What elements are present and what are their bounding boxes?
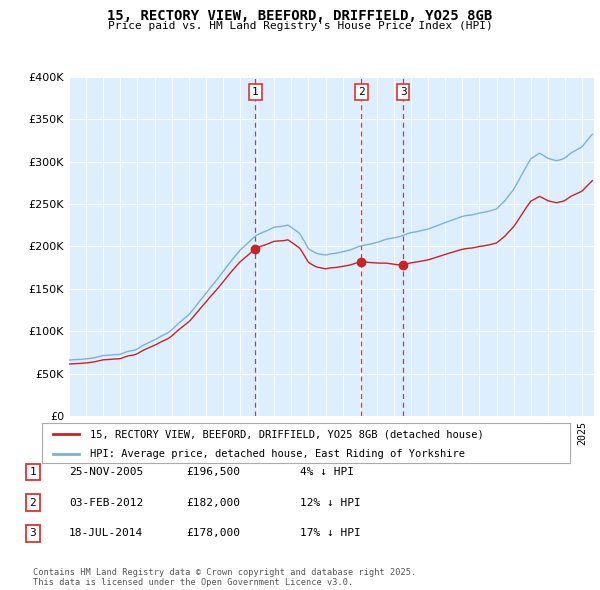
Text: 17% ↓ HPI: 17% ↓ HPI [300, 529, 361, 538]
Text: Contains HM Land Registry data © Crown copyright and database right 2025.
This d: Contains HM Land Registry data © Crown c… [33, 568, 416, 587]
Text: 1: 1 [252, 87, 259, 97]
Text: HPI: Average price, detached house, East Riding of Yorkshire: HPI: Average price, detached house, East… [89, 450, 464, 460]
Text: 2: 2 [29, 498, 37, 507]
Text: 18-JUL-2014: 18-JUL-2014 [69, 529, 143, 538]
Text: 12% ↓ HPI: 12% ↓ HPI [300, 498, 361, 507]
Text: 3: 3 [29, 529, 37, 538]
Text: 15, RECTORY VIEW, BEEFORD, DRIFFIELD, YO25 8GB (detached house): 15, RECTORY VIEW, BEEFORD, DRIFFIELD, YO… [89, 430, 483, 440]
Text: 1: 1 [29, 467, 37, 477]
Text: £196,500: £196,500 [186, 467, 240, 477]
Text: 4% ↓ HPI: 4% ↓ HPI [300, 467, 354, 477]
Text: £182,000: £182,000 [186, 498, 240, 507]
Text: 15, RECTORY VIEW, BEEFORD, DRIFFIELD, YO25 8GB: 15, RECTORY VIEW, BEEFORD, DRIFFIELD, YO… [107, 9, 493, 23]
Text: 3: 3 [400, 87, 407, 97]
Text: 25-NOV-2005: 25-NOV-2005 [69, 467, 143, 477]
Text: 03-FEB-2012: 03-FEB-2012 [69, 498, 143, 507]
Text: Price paid vs. HM Land Registry's House Price Index (HPI): Price paid vs. HM Land Registry's House … [107, 21, 493, 31]
Text: 2: 2 [358, 87, 365, 97]
Text: £178,000: £178,000 [186, 529, 240, 538]
